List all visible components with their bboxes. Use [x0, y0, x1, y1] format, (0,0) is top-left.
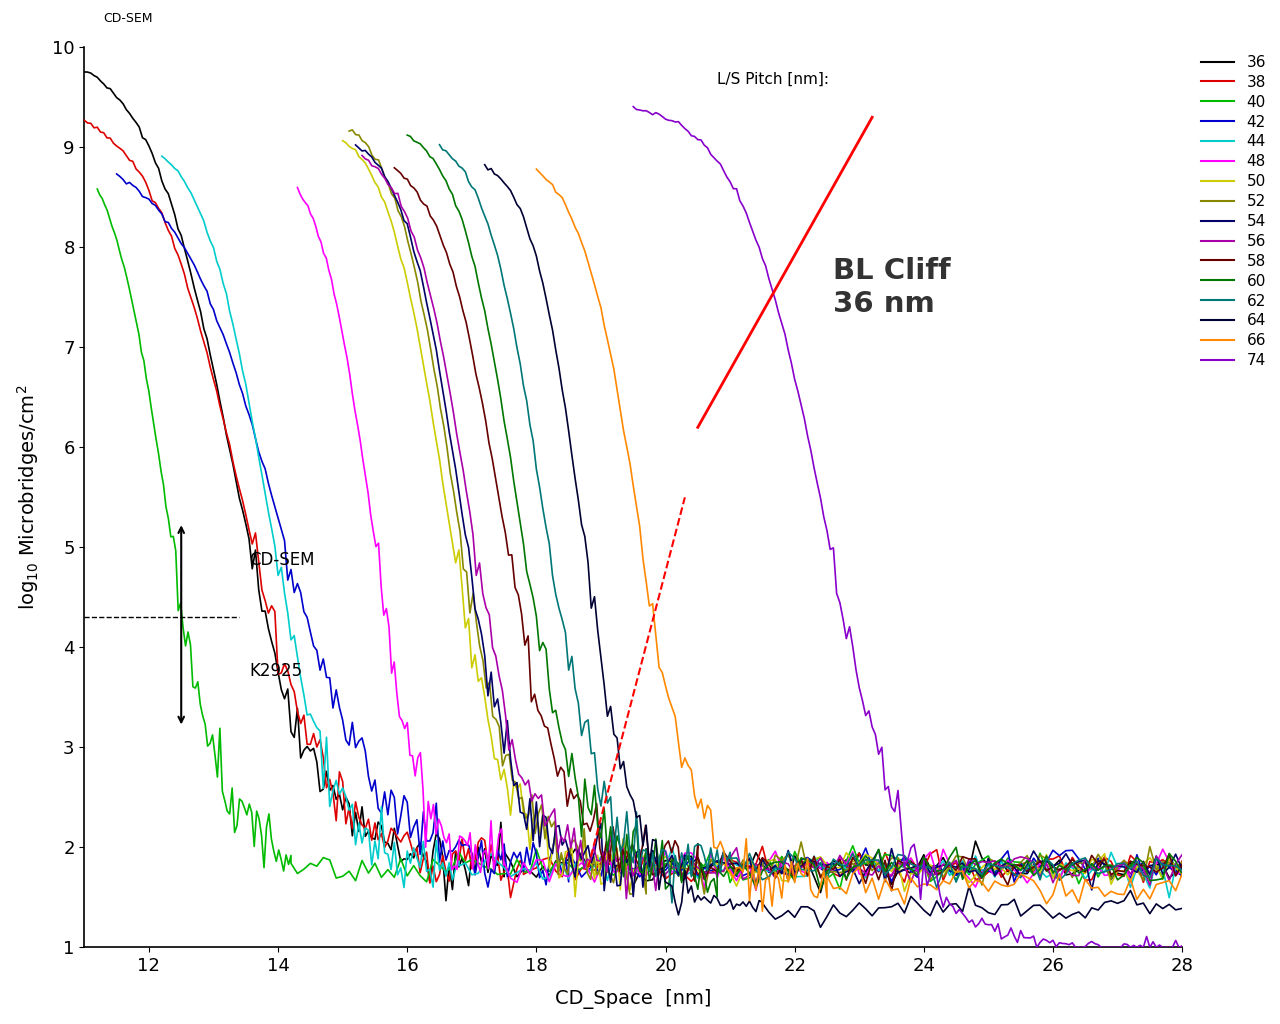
Text: CD-SEM: CD-SEM: [104, 12, 154, 26]
Y-axis label: log$_{10}$ Microbridges/cm$^2$: log$_{10}$ Microbridges/cm$^2$: [15, 385, 41, 610]
Text: CD-SEM: CD-SEM: [250, 551, 315, 569]
Text: L/S Pitch [nm]:: L/S Pitch [nm]:: [717, 73, 829, 87]
Legend: 36, 38, 40, 42, 44, 48, 50, 52, 54, 56, 58, 60, 62, 64, 66, 74: 36, 38, 40, 42, 44, 48, 50, 52, 54, 56, …: [1201, 55, 1266, 369]
Text: K2925: K2925: [250, 663, 302, 680]
Text: BL Cliff
36 nm: BL Cliff 36 nm: [833, 257, 951, 317]
X-axis label: CD_Space  [nm]: CD_Space [nm]: [556, 989, 712, 1009]
